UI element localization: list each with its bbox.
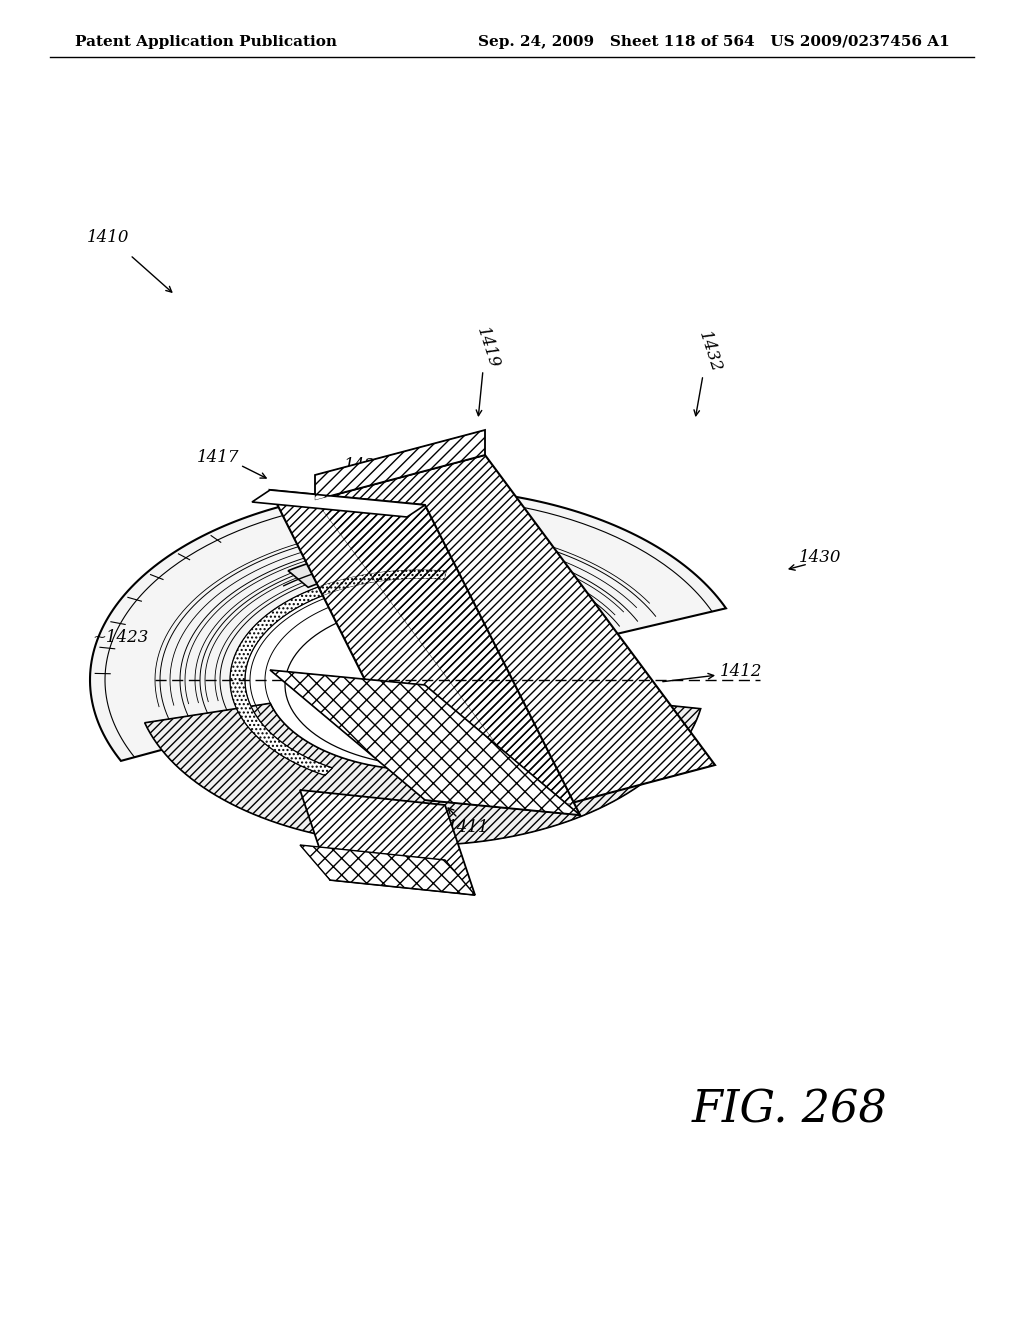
Text: 1410: 1410 bbox=[87, 230, 129, 247]
Text: 1432: 1432 bbox=[695, 329, 725, 375]
Text: 1430: 1430 bbox=[799, 549, 842, 566]
Polygon shape bbox=[90, 488, 726, 760]
Text: FIG. 268: FIG. 268 bbox=[692, 1089, 888, 1131]
Text: 1420: 1420 bbox=[344, 457, 386, 474]
Text: 1419: 1419 bbox=[473, 325, 503, 371]
Text: 1412: 1412 bbox=[720, 664, 763, 681]
Polygon shape bbox=[315, 455, 715, 810]
Text: ~1423: ~1423 bbox=[92, 630, 148, 647]
Polygon shape bbox=[288, 546, 452, 587]
Polygon shape bbox=[300, 789, 475, 895]
Polygon shape bbox=[300, 845, 475, 895]
Polygon shape bbox=[503, 611, 575, 759]
Polygon shape bbox=[270, 671, 580, 814]
Polygon shape bbox=[252, 490, 425, 517]
Text: 1411: 1411 bbox=[446, 820, 489, 837]
Polygon shape bbox=[270, 490, 580, 814]
Text: Patent Application Publication: Patent Application Publication bbox=[75, 36, 337, 49]
Text: Sep. 24, 2009   Sheet 118 of 564   US 2009/0237456 A1: Sep. 24, 2009 Sheet 118 of 564 US 2009/0… bbox=[478, 36, 950, 49]
Text: 1417: 1417 bbox=[197, 450, 240, 466]
Polygon shape bbox=[315, 430, 485, 500]
Polygon shape bbox=[230, 570, 446, 775]
Text: 1416: 1416 bbox=[514, 590, 556, 606]
Text: 1422: 1422 bbox=[316, 564, 359, 581]
Text: 1414: 1414 bbox=[364, 672, 407, 689]
Polygon shape bbox=[144, 696, 700, 845]
